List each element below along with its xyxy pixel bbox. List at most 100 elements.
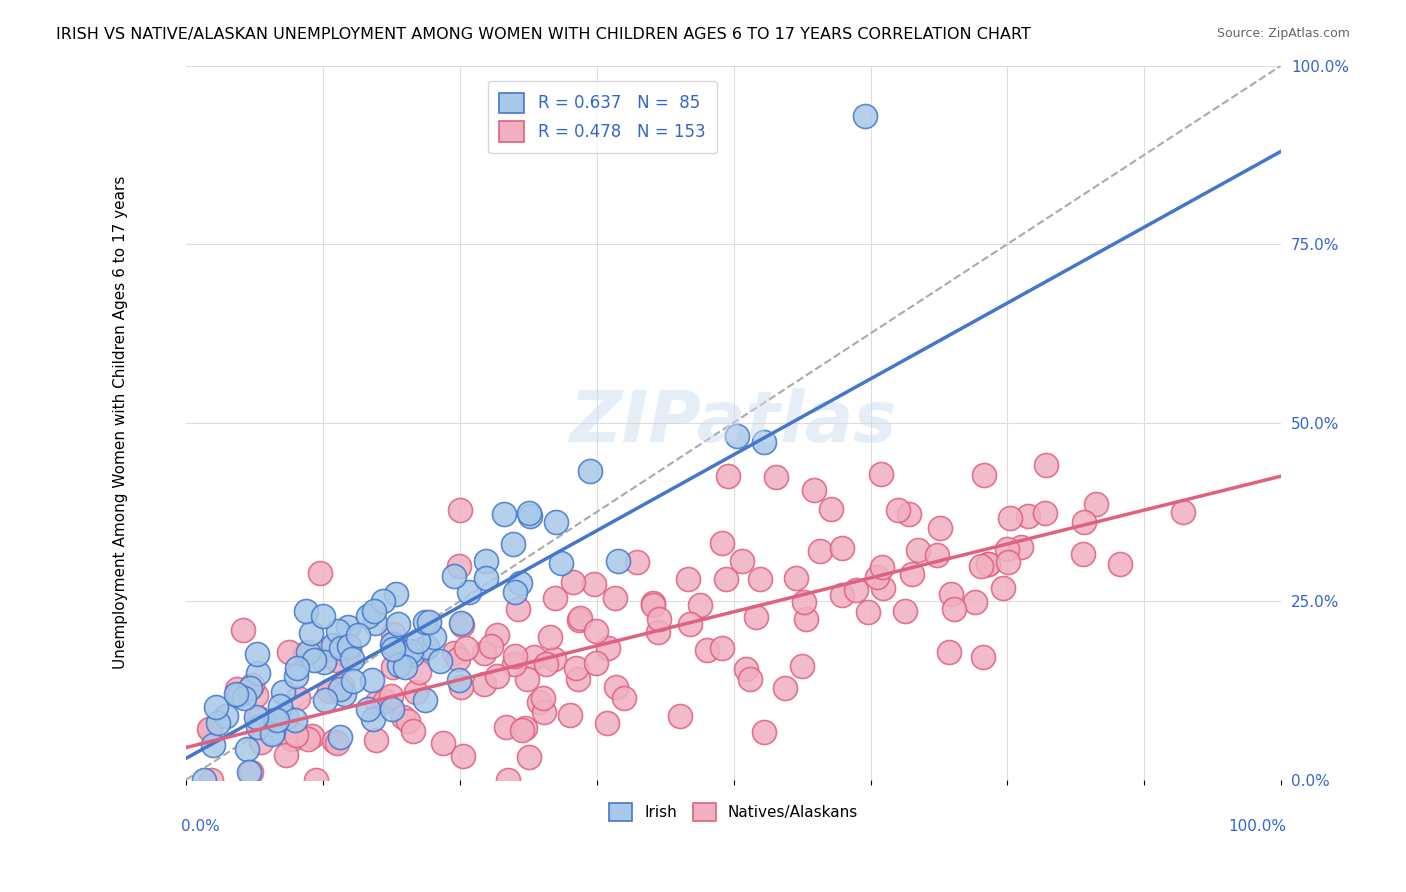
- Point: [266, 714, 288, 728]
- Point: [205, 699, 228, 714]
- Point: [443, 646, 465, 660]
- Point: [408, 665, 430, 679]
- Text: 0.0%: 0.0%: [181, 819, 219, 834]
- Point: [238, 765, 260, 780]
- Point: [495, 720, 517, 734]
- Point: [453, 749, 475, 764]
- Point: [943, 601, 966, 615]
- Point: [285, 661, 308, 675]
- Point: [337, 639, 360, 653]
- Point: [337, 643, 360, 657]
- Point: [225, 687, 247, 701]
- Point: [249, 711, 271, 725]
- Point: [866, 570, 889, 584]
- Point: [738, 673, 761, 687]
- Point: [374, 694, 396, 708]
- Point: [276, 748, 298, 763]
- Point: [897, 507, 920, 521]
- Point: [382, 627, 405, 641]
- Point: [385, 586, 408, 600]
- Point: [544, 591, 567, 605]
- Point: [544, 515, 567, 529]
- Point: [579, 464, 602, 478]
- Point: [1010, 540, 1032, 554]
- Point: [260, 727, 283, 741]
- Text: Unemployment Among Women with Children Ages 6 to 17 years: Unemployment Among Women with Children A…: [112, 176, 128, 669]
- Point: [605, 591, 627, 606]
- Point: [887, 503, 910, 517]
- Point: [247, 720, 270, 734]
- Point: [939, 587, 962, 601]
- Point: [558, 707, 581, 722]
- Point: [533, 705, 555, 719]
- Point: [245, 710, 267, 724]
- Point: [965, 595, 987, 609]
- Point: [328, 624, 350, 638]
- Point: [752, 725, 775, 739]
- Point: [226, 682, 249, 697]
- Point: [233, 691, 256, 706]
- Point: [1109, 557, 1132, 571]
- Point: [894, 604, 917, 618]
- Point: [853, 109, 876, 123]
- Point: [472, 646, 495, 660]
- Point: [585, 657, 607, 671]
- Point: [458, 585, 481, 599]
- Point: [517, 750, 540, 764]
- Point: [711, 536, 734, 550]
- Point: [335, 648, 357, 662]
- Point: [277, 645, 299, 659]
- Point: [246, 666, 269, 681]
- Point: [1033, 506, 1056, 520]
- Text: ZIPatlas: ZIPatlas: [569, 388, 897, 457]
- Point: [474, 554, 496, 568]
- Point: [297, 731, 319, 746]
- Point: [1171, 505, 1194, 519]
- Point: [1073, 515, 1095, 529]
- Point: [323, 734, 346, 748]
- Point: [308, 566, 330, 581]
- Point: [647, 624, 669, 639]
- Point: [276, 710, 298, 724]
- Point: [502, 657, 524, 672]
- Point: [831, 541, 853, 555]
- Point: [200, 723, 222, 737]
- Point: [938, 645, 960, 659]
- Point: [494, 507, 516, 521]
- Point: [269, 698, 291, 713]
- Point: [387, 616, 409, 631]
- Point: [479, 639, 502, 653]
- Point: [280, 732, 302, 747]
- Point: [301, 729, 323, 743]
- Point: [1084, 497, 1107, 511]
- Point: [796, 612, 818, 626]
- Legend: Irish, Natives/Alaskans: Irish, Natives/Alaskans: [602, 795, 866, 829]
- Point: [333, 688, 356, 702]
- Point: [831, 588, 853, 602]
- Point: [381, 637, 404, 651]
- Point: [485, 628, 508, 642]
- Point: [748, 572, 770, 586]
- Point: [997, 556, 1019, 570]
- Point: [1071, 547, 1094, 561]
- Point: [447, 558, 470, 573]
- Point: [716, 469, 738, 483]
- Point: [565, 660, 588, 674]
- Point: [401, 648, 423, 662]
- Point: [240, 764, 263, 779]
- Point: [505, 648, 527, 663]
- Point: [271, 684, 294, 698]
- Point: [689, 598, 711, 612]
- Point: [361, 712, 384, 726]
- Point: [998, 510, 1021, 524]
- Point: [429, 654, 451, 668]
- Point: [845, 583, 868, 598]
- Point: [314, 693, 336, 707]
- Point: [342, 674, 364, 689]
- Point: [1035, 458, 1057, 472]
- Point: [869, 467, 891, 481]
- Point: [519, 508, 541, 523]
- Point: [907, 543, 929, 558]
- Point: [583, 577, 606, 591]
- Point: [330, 679, 353, 693]
